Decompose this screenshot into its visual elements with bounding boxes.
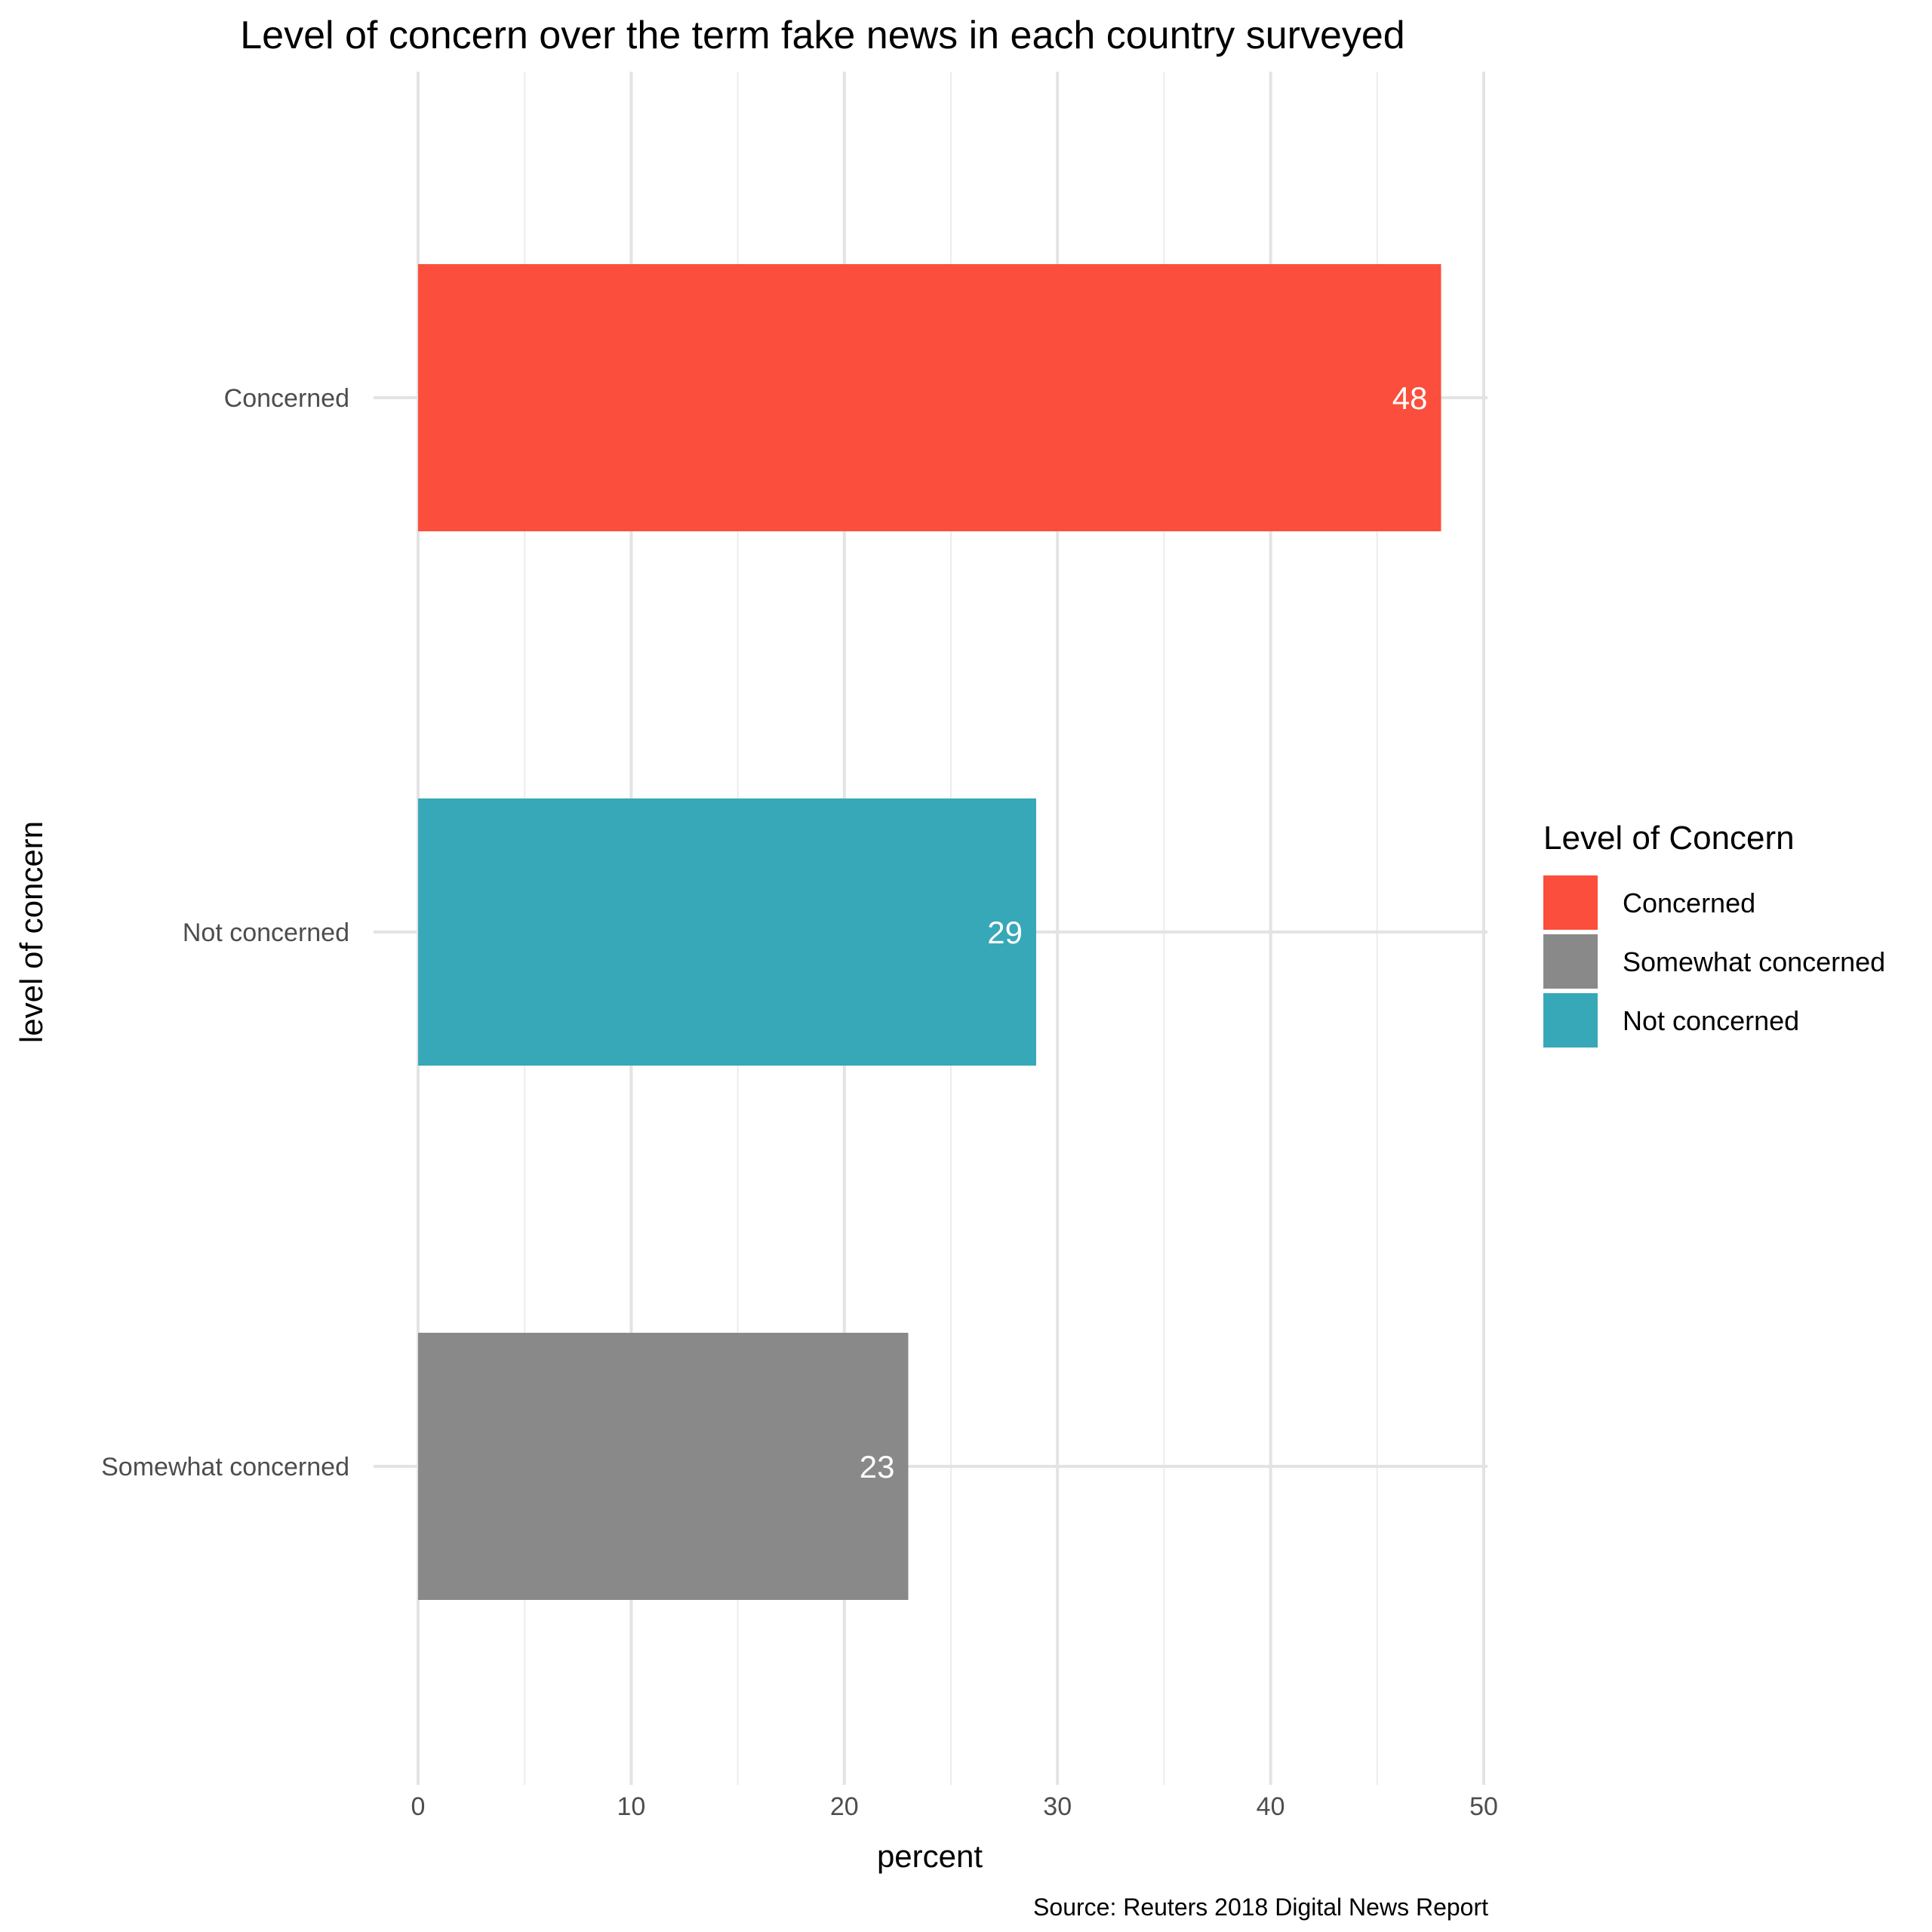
bar-value-label: 23: [860, 1449, 895, 1484]
legend-swatch: [1543, 875, 1598, 930]
chart-title: Level of concern over the term fake news…: [240, 14, 1404, 57]
legend-title: Level of Concern: [1543, 820, 1795, 857]
bar: [418, 798, 1036, 1066]
x-tick-label: 40: [1257, 1792, 1285, 1821]
caption: Source: Reuters 2018 Digital News Report: [1033, 1894, 1488, 1921]
x-tick-label: 20: [830, 1792, 859, 1821]
legend-label: Somewhat concerned: [1623, 946, 1885, 977]
bar: [418, 1333, 909, 1600]
y-tick-label: Somewhat concerned: [101, 1453, 349, 1481]
legend-label: Concerned: [1623, 888, 1755, 918]
bars: [418, 264, 1441, 1600]
bar-labels: 48 29 23: [860, 380, 1428, 1484]
y-axis-title: level of concern: [14, 821, 49, 1043]
y-axis-ticks: Concerned Not concerned Somewhat concerned: [101, 384, 349, 1481]
legend: Level of Concern Concerned Somewhat conce…: [1543, 820, 1885, 1048]
bar-value-label: 29: [987, 915, 1023, 950]
x-axis-title: percent: [877, 1838, 983, 1874]
legend-swatch: [1543, 993, 1598, 1048]
x-tick-label: 10: [617, 1792, 645, 1821]
x-tick-label: 30: [1043, 1792, 1072, 1821]
bar: [418, 264, 1441, 531]
bar-value-label: 48: [1392, 380, 1428, 416]
x-tick-label: 0: [411, 1792, 426, 1821]
legend-label: Not concerned: [1623, 1005, 1799, 1036]
x-tick-label: 50: [1469, 1792, 1498, 1821]
y-tick-label: Concerned: [224, 384, 349, 413]
x-axis-ticks: 0 10 20 30 40 50: [411, 1792, 1498, 1821]
legend-swatch: [1543, 934, 1598, 989]
y-tick-label: Not concerned: [183, 918, 349, 947]
